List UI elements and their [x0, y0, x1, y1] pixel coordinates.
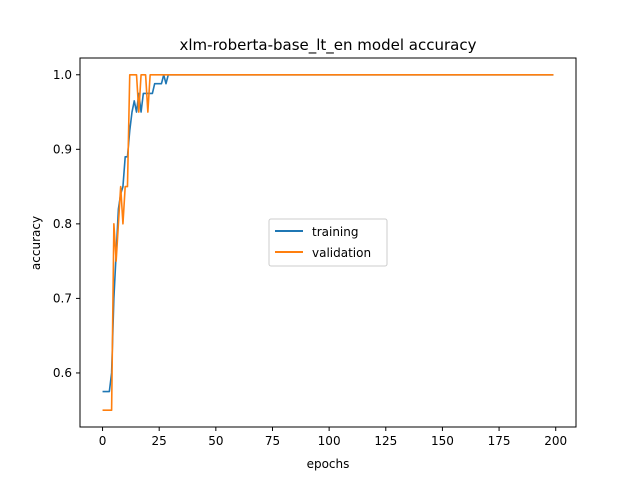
x-tick-label: 50 [208, 434, 223, 448]
y-axis-ticks: 0.6 0.7 0.8 0.9 1.0 [53, 68, 80, 380]
y-tick-label: 0.9 [53, 142, 72, 156]
plot-frame [79, 57, 577, 428]
y-tick-label: 0.6 [53, 366, 72, 380]
y-tick-label: 0.8 [53, 217, 72, 231]
legend: training validation [268, 218, 388, 267]
x-tick-label: 175 [488, 434, 511, 448]
series-layer [102, 73, 554, 412]
y-axis-label: accuracy [29, 216, 43, 270]
x-tick-label: 150 [431, 434, 454, 448]
x-axis-label: epochs [307, 457, 350, 471]
x-tick-label: 75 [265, 434, 280, 448]
x-axis-ticks: 0 25 50 75 100 125 150 175 200 [99, 427, 567, 448]
x-tick-label: 0 [99, 434, 107, 448]
y-tick-label: 1.0 [53, 68, 72, 82]
chart-title: xlm-roberta-base_lt_en model accuracy [180, 36, 477, 55]
legend-label-training: training [312, 225, 359, 239]
y-tick-label: 0.7 [53, 291, 72, 305]
legend-label-validation: validation [312, 246, 371, 260]
x-tick-label: 25 [152, 434, 167, 448]
x-tick-label: 200 [544, 434, 567, 448]
x-tick-label: 100 [318, 434, 341, 448]
series-line-validation [102, 73, 554, 412]
series-line-training [102, 73, 554, 393]
x-tick-label: 125 [374, 434, 397, 448]
